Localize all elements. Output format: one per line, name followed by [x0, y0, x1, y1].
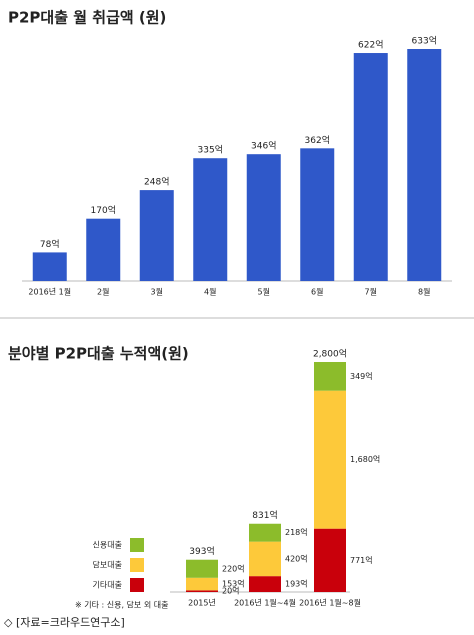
- x-tick-label: 7월: [365, 287, 377, 297]
- x-tick-label: 2월: [97, 287, 109, 297]
- bar-segment: [249, 523, 281, 542]
- value-label: 349억: [350, 371, 373, 381]
- bar-segment: [314, 362, 346, 391]
- value-label: 220억: [222, 563, 245, 573]
- legend-label: 기타대출: [93, 580, 122, 590]
- value-label: 20억: [222, 586, 240, 596]
- legend-label: 신용대출: [93, 540, 122, 550]
- x-tick-label: 2016년 1월~8월: [299, 598, 361, 608]
- legend-label: 담보대출: [93, 560, 122, 570]
- total-label: 831억: [252, 509, 277, 521]
- x-tick-label: 3월: [151, 287, 163, 297]
- bar: [300, 148, 335, 281]
- x-tick-label: 8월: [418, 287, 430, 297]
- value-label: 335억: [198, 144, 223, 156]
- bar: [246, 154, 281, 281]
- legend-swatch: [130, 538, 144, 552]
- x-tick-label: 5월: [258, 287, 270, 297]
- bar: [407, 49, 442, 281]
- bar: [32, 252, 67, 281]
- value-label: 153억: [222, 579, 245, 589]
- x-tick-label: 6월: [311, 287, 323, 297]
- bar-segment: [249, 541, 281, 577]
- bar-segment: [186, 559, 218, 578]
- bar: [193, 158, 228, 281]
- legend-swatch: [130, 578, 144, 592]
- bar-segment: [249, 576, 281, 592]
- chart-title: P2P대출 월 취급액 (원): [8, 9, 166, 27]
- legend-swatch: [130, 558, 144, 572]
- bar-segment: [186, 590, 218, 592]
- bar: [353, 53, 388, 281]
- x-tick-label: 4월: [204, 287, 216, 297]
- value-label: 622억: [358, 39, 383, 51]
- note: ※ 기타 : 신용, 담보 외 대출: [75, 600, 168, 610]
- value-label: 170억: [91, 204, 116, 216]
- value-label: 78억: [40, 238, 60, 250]
- x-tick-label: 2016년 1월~4월: [234, 598, 296, 608]
- value-label: 1,680억: [350, 454, 380, 464]
- value-label: 633억: [412, 35, 437, 47]
- value-label: 218억: [285, 527, 308, 537]
- value-label: 771억: [350, 555, 373, 565]
- bar-segment: [186, 577, 218, 591]
- caption: ◇ [자료=크라우드연구소]: [4, 616, 125, 629]
- bar-segment: [314, 528, 346, 592]
- value-label: 346억: [251, 140, 276, 152]
- value-label: 248억: [144, 176, 169, 188]
- value-label: 193억: [285, 579, 308, 589]
- total-label: 393억: [189, 545, 214, 557]
- bar: [139, 190, 174, 281]
- total-label: 2,800억: [313, 348, 347, 360]
- bar-segment: [314, 390, 346, 529]
- x-tick-label: 2015년: [188, 598, 216, 608]
- value-label: 362억: [305, 134, 330, 146]
- bar: [86, 218, 121, 281]
- x-tick-label: 2016년 1월: [28, 287, 71, 297]
- chart-title: 분야별 P2P대출 누적액(원): [8, 345, 189, 363]
- value-label: 420억: [285, 553, 308, 563]
